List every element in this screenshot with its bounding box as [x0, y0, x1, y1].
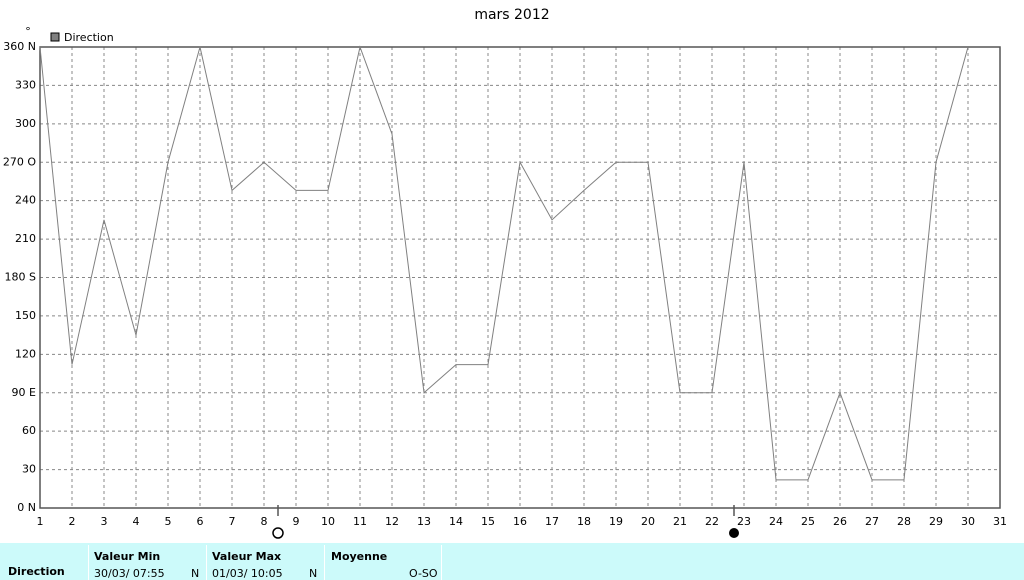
new-moon-icon [729, 528, 739, 538]
y-tick-label: 0 N [17, 501, 36, 514]
max-cell: Valeur Max 01/03/ 10:05 N [206, 545, 325, 580]
y-tick-label: 270 O [3, 155, 36, 168]
x-tick-label: 3 [101, 515, 108, 528]
y-tick-label: 240 [15, 194, 36, 207]
y-tick-label: 360 N [3, 40, 36, 53]
plot-frame [39, 46, 1001, 509]
y-tick-label: 150 [15, 309, 36, 322]
legend-label: Direction [64, 31, 114, 44]
header: Valeur Min [94, 550, 161, 563]
x-tick-label: 4 [133, 515, 140, 528]
x-tick-label: 9 [293, 515, 300, 528]
full-moon-icon [272, 527, 284, 539]
x-tick-label: 17 [545, 515, 559, 528]
x-tick-label: 31 [993, 515, 1007, 528]
x-tick-label: 11 [353, 515, 367, 528]
series-line [39, 45, 969, 481]
x-tick-label: 21 [673, 515, 687, 528]
x-tick-label: 22 [705, 515, 719, 528]
legend-swatch [50, 32, 60, 42]
time: 01/03/ 10:05 [212, 567, 283, 580]
x-tick-label: 7 [229, 515, 236, 528]
value: N [191, 567, 200, 580]
x-tick-label: 6 [197, 515, 204, 528]
x-tick-label: 12 [385, 515, 399, 528]
x-tick-label: 25 [801, 515, 815, 528]
y-tick-label: 180 S [5, 271, 36, 284]
y-tick-label: 60 [22, 424, 36, 437]
x-tick-label: 16 [513, 515, 527, 528]
y-tick-label: 330 [15, 78, 36, 91]
x-tick-label: 13 [417, 515, 431, 528]
y-unit: ° [25, 25, 31, 38]
x-tick-label: 2 [69, 515, 76, 528]
x-tick-label: 14 [449, 515, 463, 528]
x-tick-label: 27 [865, 515, 879, 528]
x-tick-label: 26 [833, 515, 847, 528]
x-tick-label: 28 [897, 515, 911, 528]
x-tick-label: 24 [769, 515, 783, 528]
header: Moyenne [331, 550, 388, 563]
y-tick-label: 120 [15, 347, 36, 360]
row-label: Direction [8, 565, 65, 578]
x-tick-label: 20 [641, 515, 655, 528]
chart-title: mars 2012 [474, 7, 549, 23]
y-tick-label: 30 [22, 463, 36, 476]
y-tick-label: 90 E [12, 386, 36, 399]
x-tick-label: 19 [609, 515, 623, 528]
value: N [309, 567, 318, 580]
x-tick-label: 5 [165, 515, 172, 528]
x-tick-label: 10 [321, 515, 335, 528]
x-tick-label: 15 [481, 515, 495, 528]
x-tick-label: 8 [261, 515, 268, 528]
x-tick-label: 18 [577, 515, 591, 528]
x-tick-label: 30 [961, 515, 975, 528]
y-tick-label: 300 [15, 117, 36, 130]
mean-cell: Moyenne O-SO [324, 545, 442, 580]
x-tick-label: 23 [737, 515, 751, 528]
x-tick-label: 29 [929, 515, 943, 528]
summary-table: Direction Valeur Min 30/03/ 07:55 N Vale… [0, 543, 1024, 580]
y-tick-label: 210 [15, 232, 36, 245]
header: Valeur Max [212, 550, 282, 563]
time: 30/03/ 07:55 [94, 567, 165, 580]
x-tick-label: 1 [37, 515, 44, 528]
value: O-SO [409, 567, 438, 580]
min-cell: Valeur Min 30/03/ 07:55 N [88, 545, 207, 580]
